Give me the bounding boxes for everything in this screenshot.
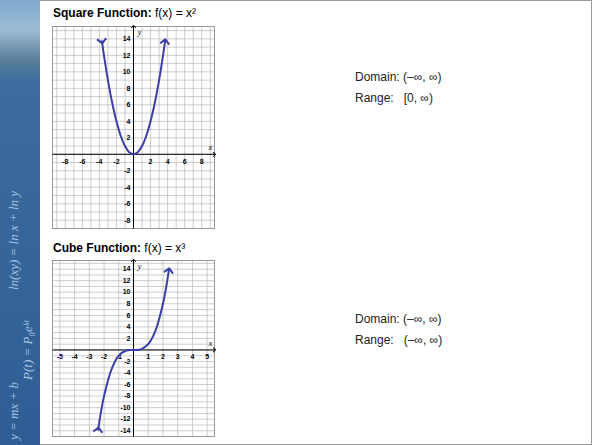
svg-text:-12: -12: [120, 415, 130, 422]
svg-text:-8: -8: [62, 158, 68, 165]
svg-text:3: 3: [176, 353, 180, 360]
svg-text:12: 12: [123, 277, 131, 284]
svg-text:-10: -10: [120, 404, 130, 411]
svg-text:-4: -4: [124, 184, 130, 191]
svg-text:4: 4: [190, 353, 194, 360]
svg-text:6: 6: [127, 312, 131, 319]
svg-text:-2: -2: [124, 167, 130, 174]
svg-text:14: 14: [123, 265, 131, 272]
svg-text:4: 4: [127, 118, 131, 125]
svg-text:8: 8: [127, 85, 131, 92]
svg-text:-6: -6: [79, 158, 85, 165]
svg-text:2: 2: [127, 335, 131, 342]
html-text:ln(xy) = ln x + ln y: ln(xy) = ln x + ln y: [6, 190, 21, 290]
html-text:Square Function: f(x) = x²: Square Function: f(x) = x²: [53, 6, 196, 20]
svg-text:6: 6: [127, 101, 131, 108]
html-text:Domain: (–∞, ∞): Domain: (–∞, ∞): [355, 70, 442, 84]
svg-text:-5: -5: [57, 353, 63, 360]
svg-text:8: 8: [127, 300, 131, 307]
svg-text:10: 10: [123, 68, 131, 75]
svg-text:-6: -6: [124, 381, 130, 388]
html-text:Cube Function: f(x) = x³: Cube Function: f(x) = x³: [53, 241, 186, 255]
html-text:Range: (–∞, ∞): Range: (–∞, ∞): [355, 333, 443, 347]
svg-text:-3: -3: [86, 353, 92, 360]
html-text:Domain: (–∞, ∞): Domain: (–∞, ∞): [355, 312, 442, 326]
svg-text:4: 4: [127, 323, 131, 330]
svg-text:-4: -4: [96, 158, 102, 165]
svg-text:-4: -4: [71, 353, 77, 360]
svg-text:12: 12: [123, 52, 131, 59]
svg-text:2: 2: [127, 134, 131, 141]
svg-text:x: x: [208, 143, 213, 152]
html-text:P(t) = P₀eᵏᵗ: P(t) = P₀eᵏᵗ: [20, 320, 35, 380]
svg-text:y: y: [137, 28, 142, 37]
svg-text:x: x: [208, 339, 213, 348]
svg-text:-8: -8: [124, 216, 130, 223]
svg-text:y: y: [137, 262, 142, 271]
svg-text:-6: -6: [124, 200, 130, 207]
svg-text:8: 8: [200, 158, 204, 165]
svg-text:-2: -2: [101, 353, 107, 360]
svg-text:4: 4: [166, 158, 170, 165]
svg-text:-8: -8: [124, 392, 130, 399]
svg-text:-4: -4: [124, 369, 130, 376]
svg-text:14: 14: [123, 35, 131, 42]
svg-text:6: 6: [183, 158, 187, 165]
html-text:y = mx + b: y = mx + b: [6, 382, 21, 440]
svg-text:-14: -14: [120, 427, 130, 434]
svg-text:5: 5: [205, 353, 209, 360]
svg-text:2: 2: [161, 353, 165, 360]
svg-text:1: 1: [146, 353, 150, 360]
svg-text:-2: -2: [124, 358, 130, 365]
svg-text:-2: -2: [113, 158, 119, 165]
html-text:Range: [0, ∞): Range: [0, ∞): [355, 91, 433, 105]
svg-text:10: 10: [123, 288, 131, 295]
svg-text:2: 2: [149, 158, 153, 165]
